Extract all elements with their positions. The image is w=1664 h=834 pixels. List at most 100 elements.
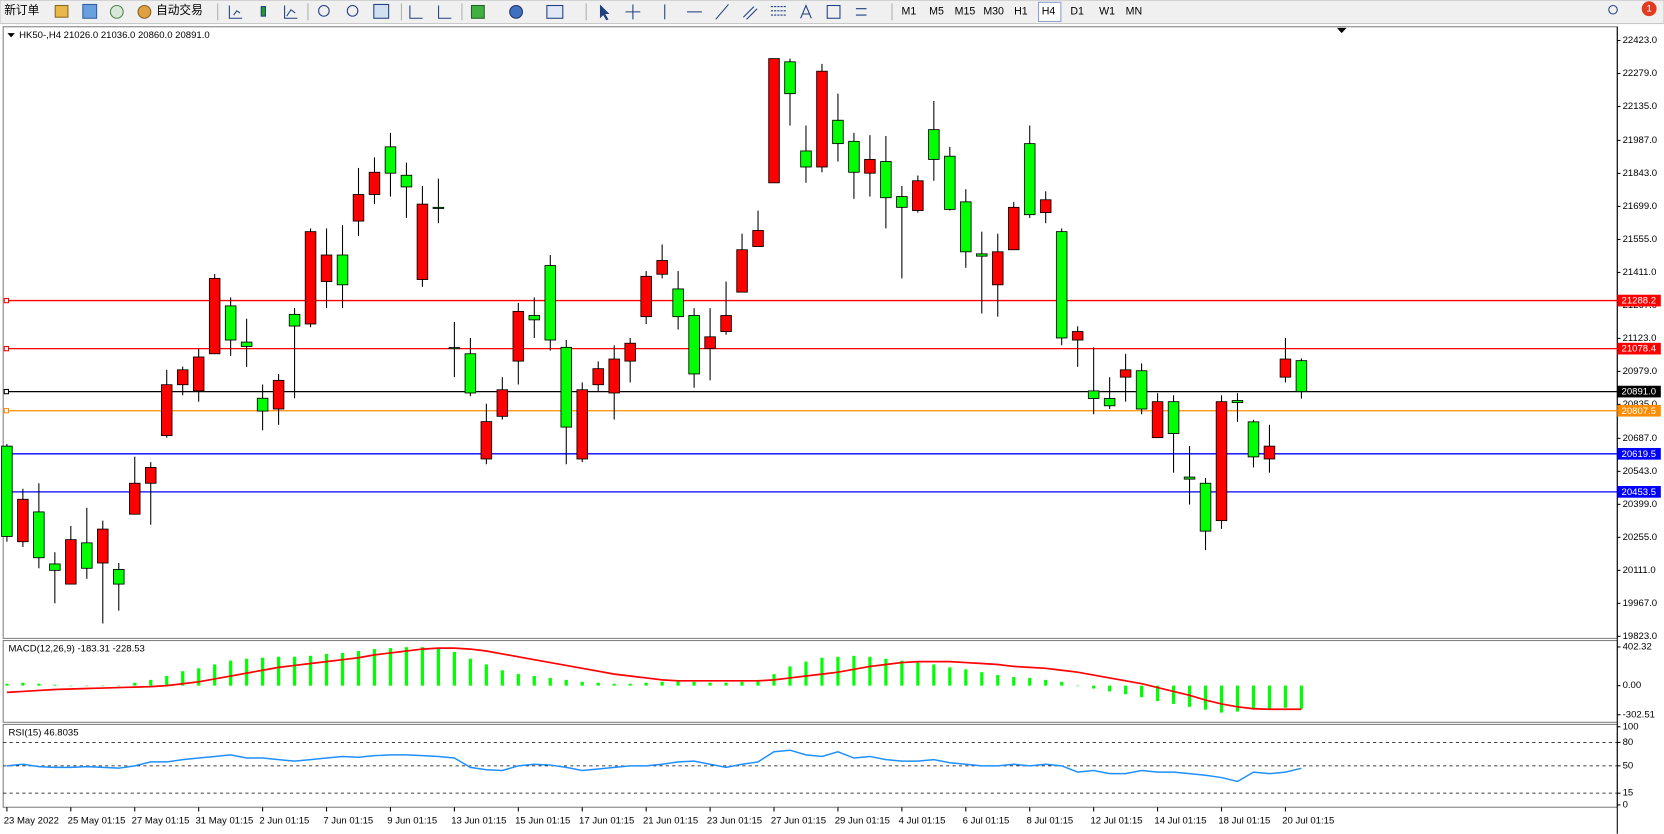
label-button[interactable] <box>826 4 841 19</box>
macd-bar <box>276 656 281 686</box>
candle-body <box>224 305 237 341</box>
candle-body <box>1295 360 1308 393</box>
macd-bar <box>612 683 616 686</box>
arrows-button[interactable] <box>855 8 867 16</box>
macd-bar <box>1251 685 1256 710</box>
timeframe-button[interactable]: H1 <box>1014 6 1028 18</box>
candle-body <box>528 315 541 321</box>
candle-body <box>432 206 445 209</box>
icon[interactable] <box>82 3 98 19</box>
tile-button[interactable] <box>373 3 390 19</box>
x-tick-label: 2 Jun 01:15 <box>259 816 309 827</box>
candle-body <box>704 336 716 349</box>
candle-body <box>1008 206 1020 251</box>
bar-chart-button[interactable] <box>228 5 243 19</box>
timeframe-button[interactable]: W1 <box>1099 6 1115 18</box>
trendline-button[interactable] <box>715 4 729 20</box>
candle-body <box>160 384 173 437</box>
candle-body <box>1247 421 1260 458</box>
level-tag <box>1617 342 1661 355</box>
candle-chart-button[interactable] <box>260 6 267 17</box>
y-tick-label: 22423.0 <box>1623 35 1658 46</box>
candle-body <box>272 379 285 410</box>
text-button[interactable] <box>800 4 812 19</box>
macd-bar <box>484 664 488 686</box>
macd-bar <box>261 657 265 686</box>
macd-bar <box>101 685 105 687</box>
macd-bar <box>5 683 9 686</box>
macd-bar <box>404 647 409 686</box>
macd-bar <box>388 648 393 686</box>
macd-bar <box>532 676 536 686</box>
y-tick-label: 20835.0 <box>1623 399 1658 410</box>
timeframe-button[interactable]: M30 <box>983 6 1004 18</box>
macd-bar <box>213 664 217 686</box>
macd-bar <box>852 655 856 686</box>
auto-trading-button[interactable]: 自动交易 <box>156 3 203 17</box>
y-tick-label: 20979.0 <box>1623 366 1658 377</box>
candle-body <box>1023 143 1036 216</box>
x-tick-label: 27 Jun 01:15 <box>771 816 826 827</box>
timeframe-button[interactable]: H4 <box>1042 6 1056 18</box>
timeframe-button[interactable]: M15 <box>955 6 976 18</box>
x-tick-label: 17 Jun 01:15 <box>579 816 634 827</box>
indicators-button[interactable] <box>470 4 485 19</box>
auto-trading-icon[interactable] <box>137 4 152 19</box>
candle-body <box>1199 482 1212 532</box>
signal-line <box>6 647 1302 711</box>
line-chart-button[interactable] <box>284 5 298 19</box>
macd-bar <box>932 664 936 686</box>
timeframe-button[interactable]: M5 <box>929 6 944 18</box>
macd-bar <box>356 651 361 686</box>
collapse-marker[interactable] <box>7 33 15 38</box>
notification-badge[interactable] <box>1641 1 1657 17</box>
macd-title: MACD(12,26,9) -183.31 -228.53 <box>8 644 144 655</box>
zoom-in-button[interactable] <box>318 4 330 17</box>
candle-body <box>176 369 189 386</box>
timeframe-button[interactable]: MN <box>1126 6 1143 18</box>
crosshair-button[interactable] <box>625 4 641 20</box>
y-tick-label: 20111.0 <box>1623 565 1656 576</box>
candle-body <box>352 194 365 222</box>
macd-bar <box>1203 685 1208 710</box>
level-label: 21288.2 <box>1622 296 1657 307</box>
y-tick-label: 100 <box>1623 721 1639 732</box>
fibo-button[interactable] <box>770 6 786 16</box>
search-button[interactable] <box>1608 4 1618 15</box>
macd-bar <box>292 656 297 686</box>
new-order-button[interactable]: 新订单 <box>4 3 39 17</box>
periods-button[interactable] <box>509 4 523 19</box>
timeframe-button[interactable]: D1 <box>1070 6 1084 18</box>
level-label: 21078.4 <box>1622 344 1657 355</box>
shift-button[interactable] <box>438 5 452 19</box>
x-tick-label: 4 Jul 01:15 <box>899 816 946 827</box>
candle-body <box>416 203 429 280</box>
shift-marker[interactable] <box>1336 27 1347 34</box>
macd-bar <box>245 658 249 686</box>
candle-body <box>384 146 397 174</box>
candle-body <box>592 368 604 386</box>
candle-body <box>208 277 221 355</box>
macd-bar <box>580 681 584 686</box>
level-tag <box>1617 447 1661 460</box>
level-label: 20619.5 <box>1622 449 1657 460</box>
candle-body <box>848 140 860 173</box>
zoom-out-button[interactable] <box>346 4 359 17</box>
macd-bar <box>372 649 377 686</box>
macd-bar <box>149 679 153 686</box>
timeframe-button[interactable]: M1 <box>902 6 917 18</box>
scroll-button[interactable] <box>409 5 423 19</box>
macd-bar <box>964 669 968 686</box>
macd-bar <box>548 677 552 686</box>
icon[interactable] <box>54 4 69 18</box>
candle-body <box>896 196 908 208</box>
x-tick-label: 8 Jul 01:15 <box>1027 816 1074 827</box>
candle-body <box>1 445 13 537</box>
candle-body <box>800 150 812 168</box>
macd-bar <box>1076 685 1080 687</box>
channel-button[interactable] <box>742 6 758 20</box>
templates-button[interactable] <box>546 4 564 19</box>
cursor-button[interactable] <box>599 4 610 21</box>
icon[interactable] <box>109 4 124 19</box>
